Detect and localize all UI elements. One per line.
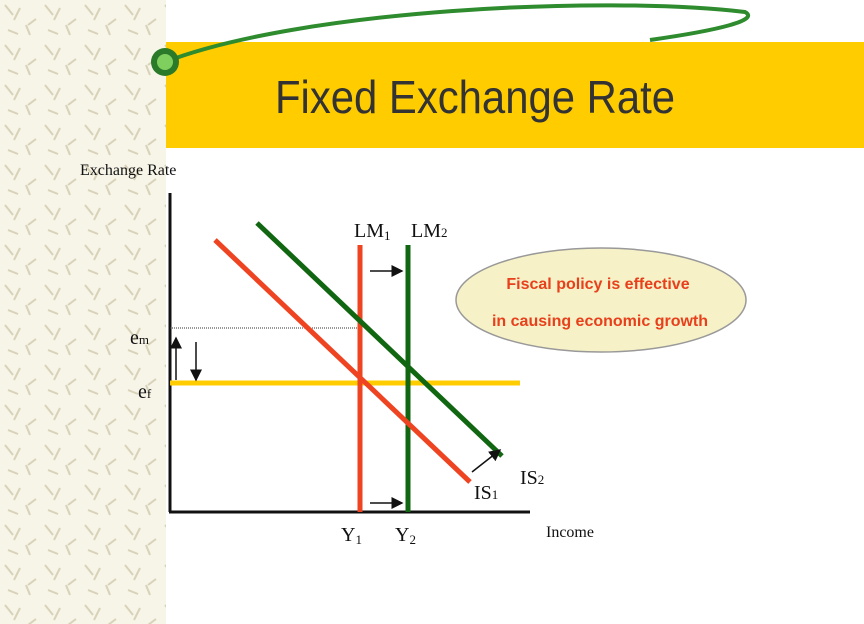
shift-arrow [471, 449, 502, 473]
label-part: 1 [492, 487, 499, 502]
decor-ball-core [157, 54, 173, 70]
label-part: LM [354, 220, 384, 242]
label-part: e [138, 381, 147, 403]
em-label: em [130, 327, 149, 349]
is2-curve [255, 221, 504, 458]
ef-label: ef [138, 381, 152, 403]
side-pattern [0, 0, 166, 624]
y2-label: Y2 [395, 524, 416, 547]
label-part: 1 [355, 532, 362, 547]
label-part: Y [341, 524, 355, 546]
label-part: LM [411, 220, 441, 242]
label-part: e [130, 327, 139, 349]
callout-text: in causing economic growth [492, 313, 708, 330]
label-part: 2 [441, 225, 448, 240]
label-part: 2 [538, 472, 545, 487]
callout-oval [455, 247, 747, 353]
label-part: f [147, 386, 152, 401]
label-part: IS [474, 482, 492, 504]
callout-text: Fiscal policy is effective [506, 276, 689, 293]
title-banner [166, 42, 864, 148]
y-axis-label: Exchange Rate [80, 162, 176, 179]
title: Fixed Exchange Rate [275, 71, 675, 123]
y1-label: Y1 [341, 524, 362, 547]
label-part: 2 [409, 532, 416, 547]
is2-label: IS2 [520, 467, 544, 489]
lm2-label: LM2 [411, 220, 448, 242]
label-part: 1 [384, 228, 391, 243]
label-part: m [139, 332, 149, 347]
x-axis-label: Income [546, 524, 594, 541]
lm1-label: LM1 [354, 220, 391, 243]
is1-curve [213, 238, 472, 484]
decor-arc [164, 3, 751, 64]
label-part: Y [395, 524, 409, 546]
is1-label: IS1 [474, 482, 498, 504]
label-part: IS [520, 467, 538, 489]
